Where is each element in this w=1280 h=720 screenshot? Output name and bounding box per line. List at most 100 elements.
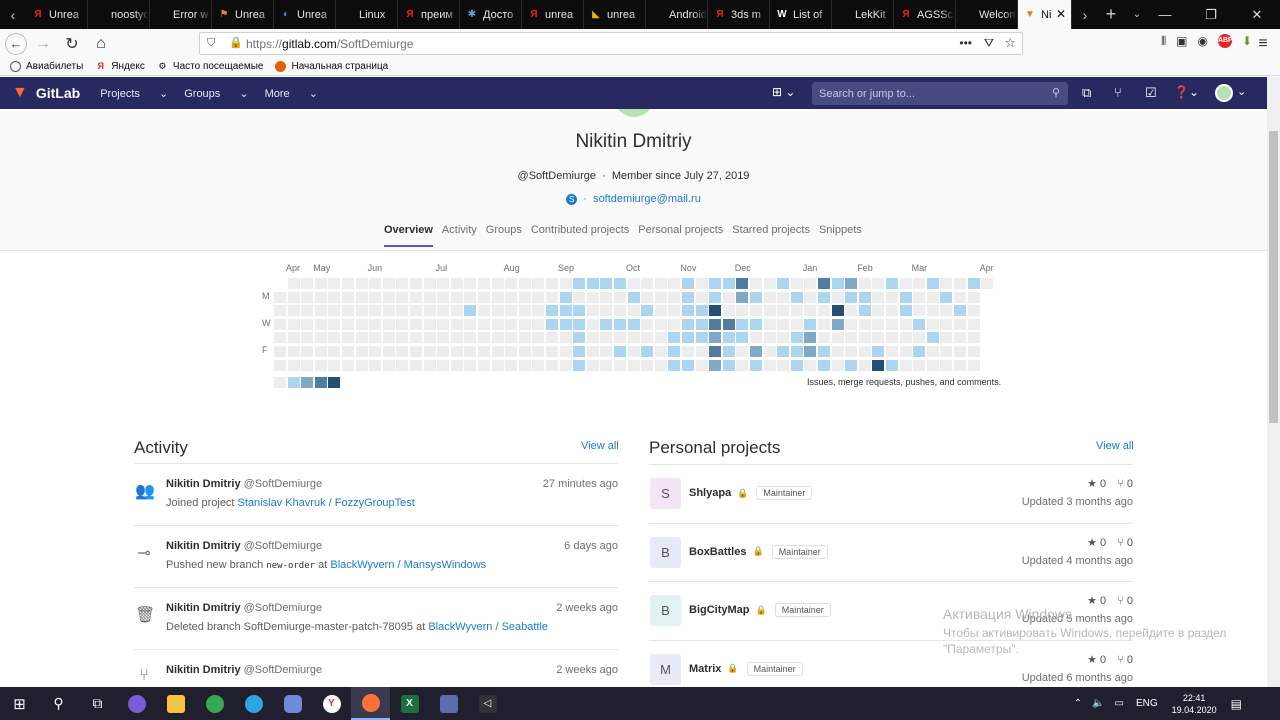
fork-icon[interactable]: ⑂ <box>1114 478 1127 490</box>
calendar-day[interactable] <box>845 291 858 303</box>
calendar-day[interactable] <box>682 318 694 330</box>
tab-overview[interactable]: Overview <box>384 224 433 247</box>
calendar-day[interactable] <box>518 305 531 317</box>
calendar-day[interactable] <box>736 359 749 371</box>
calendar-day[interactable] <box>369 346 382 357</box>
activity-view-all-link[interactable]: View all <box>581 440 619 452</box>
calendar-day[interactable] <box>845 278 858 289</box>
calendar-day[interactable] <box>736 332 749 344</box>
bookmark-item[interactable]: ⚙ Часто посещаемые <box>158 61 264 72</box>
browser-tab[interactable]: Я 3ds m <box>708 0 770 29</box>
calendar-day[interactable] <box>722 278 735 289</box>
calendar-day[interactable] <box>722 332 735 344</box>
browser-tab[interactable]: ✱ Досто <box>460 0 522 29</box>
calendar-day[interactable] <box>301 291 314 303</box>
calendar-day[interactable] <box>505 318 518 330</box>
calendar-day[interactable] <box>913 278 926 289</box>
calendar-day[interactable] <box>586 318 599 330</box>
calendar-day[interactable] <box>967 332 980 344</box>
calendar-day[interactable] <box>437 305 450 317</box>
calendar-day[interactable] <box>559 305 572 317</box>
calendar-day[interactable] <box>858 346 871 357</box>
calendar-day[interactable] <box>858 318 871 330</box>
calendar-day[interactable] <box>858 278 871 289</box>
calendar-day[interactable] <box>763 332 776 344</box>
calendar-day[interactable] <box>301 278 314 289</box>
projects-menu[interactable]: Projects ⌄ <box>100 87 169 100</box>
tray-overflow-icon[interactable]: ⌃ <box>1073 698 1083 709</box>
calendar-day[interactable] <box>437 359 450 371</box>
calendar-day[interactable] <box>328 359 341 371</box>
calendar-day[interactable] <box>818 332 830 344</box>
calendar-day[interactable] <box>736 318 749 330</box>
calendar-day[interactable] <box>886 346 898 357</box>
project-link[interactable]: BlackWyvern / MansysWindows <box>330 559 487 571</box>
browser-tab[interactable]: Я Unrea <box>26 0 88 29</box>
tabs-scroll-right-icon[interactable]: › <box>1082 6 1088 23</box>
calendar-day[interactable] <box>586 346 599 357</box>
calendar-day[interactable] <box>586 305 599 317</box>
calendar-day[interactable] <box>668 359 681 371</box>
calendar-day[interactable] <box>750 305 762 317</box>
calendar-day[interactable] <box>355 291 368 303</box>
browser-tab[interactable]: noostych <box>88 0 150 29</box>
calendar-day[interactable] <box>410 346 422 357</box>
calendar-day[interactable] <box>954 332 966 344</box>
calendar-day[interactable] <box>586 359 599 371</box>
calendar-day[interactable] <box>614 278 626 289</box>
calendar-day[interactable] <box>464 346 477 357</box>
calendar-day[interactable] <box>654 305 667 317</box>
calendar-day[interactable] <box>287 359 300 371</box>
calendar-day[interactable] <box>695 278 708 289</box>
calendar-day[interactable] <box>790 332 803 344</box>
calendar-day[interactable] <box>777 346 790 357</box>
calendar-day[interactable] <box>532 278 545 289</box>
library-icon[interactable]: ⫴ <box>1161 34 1167 48</box>
author-name-link[interactable]: Nikitin Dmitriy <box>166 664 241 676</box>
tab-contributed-projects[interactable]: Contributed projects <box>530 224 630 236</box>
calendar-day[interactable] <box>886 278 898 289</box>
calendar-day[interactable] <box>790 318 803 330</box>
calendar-day[interactable] <box>926 359 939 371</box>
calendar-day[interactable] <box>831 291 844 303</box>
calendar-day[interactable] <box>790 305 803 317</box>
calendar-day[interactable] <box>491 359 504 371</box>
calendar-day[interactable] <box>913 305 926 317</box>
calendar-day[interactable] <box>831 305 844 317</box>
calendar-day[interactable] <box>899 346 912 357</box>
calendar-day[interactable] <box>967 291 980 303</box>
calendar-day[interactable] <box>750 291 762 303</box>
sidebar-icon[interactable]: ▣ <box>1176 34 1188 48</box>
calendar-day[interactable] <box>818 305 830 317</box>
calendar-day[interactable] <box>287 332 300 344</box>
calendar-day[interactable] <box>464 318 477 330</box>
calendar-day[interactable] <box>872 346 885 357</box>
gitlab-logo[interactable]: ▼ GitLab <box>12 84 81 101</box>
calendar-day[interactable] <box>491 332 504 344</box>
calendar-day[interactable] <box>382 291 395 303</box>
fork-icon[interactable]: ⑂ <box>1114 595 1127 608</box>
calendar-day[interactable] <box>396 332 409 344</box>
calendar-day[interactable] <box>750 346 762 357</box>
tab-groups[interactable]: Groups <box>485 224 522 236</box>
excel-icon[interactable]: X <box>390 687 429 720</box>
calendar-day[interactable] <box>736 346 749 357</box>
projects-view-all-link[interactable]: View all <box>1096 440 1134 452</box>
maximize-icon[interactable]: ❐ <box>1205 6 1217 22</box>
lock-icon[interactable]: 🔒 <box>229 37 243 49</box>
discord-icon[interactable] <box>273 687 312 720</box>
calendar-day[interactable] <box>763 291 776 303</box>
address-bar[interactable]: ⛉ 🔒 https://gitlab.com/SoftDemiurge ••• … <box>199 32 1023 55</box>
calendar-day[interactable] <box>600 359 613 371</box>
calendar-day[interactable] <box>886 291 898 303</box>
calendar-day[interactable] <box>450 346 463 357</box>
network-app-icon[interactable] <box>429 687 468 720</box>
calendar-day[interactable] <box>886 332 898 344</box>
user-avatar[interactable] <box>1215 84 1233 102</box>
browser-tab[interactable]: ◣ unrea <box>584 0 646 29</box>
calendar-day[interactable] <box>913 291 926 303</box>
calendar-day[interactable] <box>518 359 531 371</box>
unity-icon[interactable]: ◁ <box>468 687 507 720</box>
calendar-day[interactable] <box>926 278 939 289</box>
